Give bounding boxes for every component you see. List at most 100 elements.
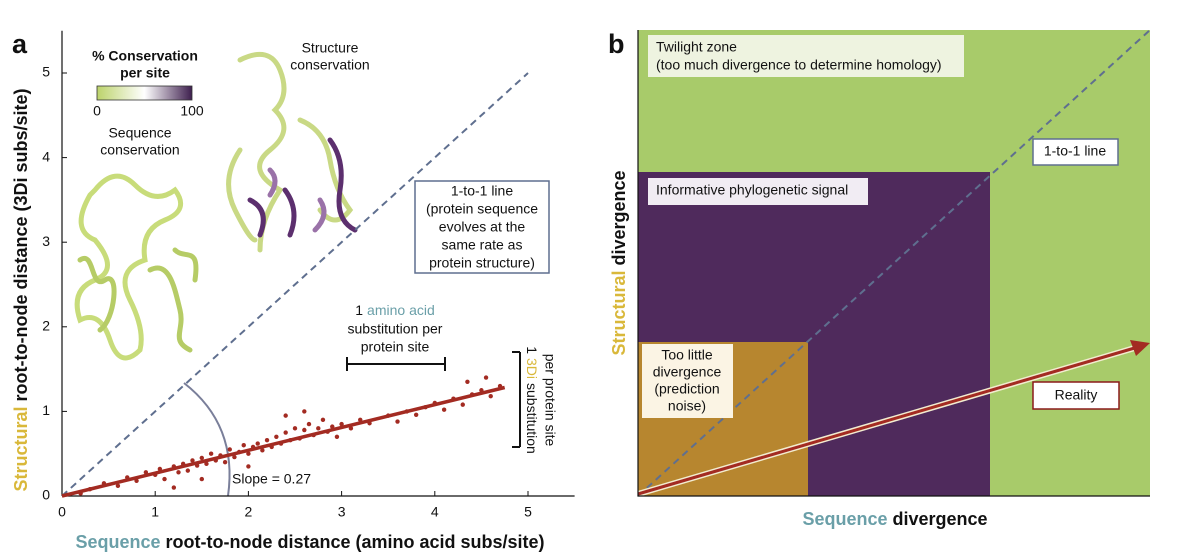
y-axis-label: Structural root-to-node distance (3Di sub… <box>11 88 31 491</box>
label-box <box>648 178 868 205</box>
scale-label: 1 3Di substitution <box>524 346 540 454</box>
scale-bar <box>346 357 446 371</box>
scale-label: 1 amino acid <box>355 302 435 318</box>
scatter-point <box>320 417 326 423</box>
diagram: Twilight zone (too much divergence to det… <box>637 29 1151 497</box>
reference-line <box>61 72 529 497</box>
scatter-point <box>246 451 251 456</box>
scatter-point <box>465 379 470 384</box>
annotation: protein structure) <box>429 255 535 271</box>
x-label-part: divergence <box>893 509 988 529</box>
scatter-point <box>302 427 307 433</box>
x-label-part: Sequence <box>802 509 887 529</box>
annotation: (protein sequence <box>426 201 538 217</box>
panel-label: b <box>608 29 625 59</box>
slope-label: Slope = 0.27 <box>232 471 311 487</box>
scatter-point <box>483 375 489 380</box>
region-label: Informative phylogenetic signal <box>656 182 848 198</box>
x-tick-label: 1 <box>151 504 159 520</box>
annotation: evolves at the <box>439 219 526 235</box>
scatter-point <box>241 443 246 448</box>
scatter-point <box>162 476 167 482</box>
scatter-point <box>292 426 298 431</box>
annotation: Sequence <box>108 125 171 141</box>
scatter-point <box>306 421 312 427</box>
scatter-point <box>255 441 260 446</box>
scatter-point <box>316 426 321 431</box>
region-label: (too much divergence to determine homolo… <box>656 57 942 73</box>
scale-label-part: 1 <box>524 346 540 354</box>
label-box <box>642 344 733 418</box>
y-tick-label: 3 <box>42 233 50 249</box>
annotation: conservation <box>100 142 179 158</box>
x-tick-label: 2 <box>245 504 253 520</box>
scatter-point <box>199 455 204 461</box>
annotation-box <box>414 180 550 274</box>
region-label: Too little <box>661 347 713 363</box>
arrow-head <box>1130 340 1150 356</box>
reality-arrow <box>637 345 1139 496</box>
colorbar-tick-label: 100 <box>180 103 204 119</box>
y-label-part: divergence <box>609 170 629 265</box>
scatter-point <box>115 483 121 489</box>
region-label: (prediction <box>654 381 719 397</box>
colorbar-title: per site <box>120 65 170 81</box>
x-tick-label: 0 <box>58 504 66 520</box>
scatter-point <box>283 430 288 435</box>
region-label: Twilight zone <box>656 39 737 55</box>
scatter-point <box>302 409 307 414</box>
scale-label: protein site <box>361 339 430 355</box>
x-axis-label: Sequence root-to-node distance (amino aci… <box>75 532 544 552</box>
y-tick-label: 0 <box>42 487 50 503</box>
scatter-point <box>334 434 340 439</box>
scale-label: per protein site <box>542 354 558 447</box>
x-label-part: root-to-node distance (amino acid subs/s… <box>166 532 545 552</box>
x-axis-label: Sequence divergence <box>802 509 987 529</box>
annotation: Structure <box>302 40 359 56</box>
colorbar <box>96 85 193 101</box>
x-tick-label: 5 <box>524 504 532 520</box>
reality-label: Reality <box>1055 387 1098 403</box>
diagram-axes <box>637 30 1150 497</box>
y-axis-label: Structural divergence <box>609 170 629 355</box>
label-box <box>648 35 964 77</box>
scatter-point <box>246 464 251 469</box>
scatter-point <box>283 413 288 418</box>
annotation: same rate as <box>442 237 523 253</box>
y-tick-label: 5 <box>42 64 50 80</box>
scale-label: substitution per <box>348 321 443 337</box>
scale-label-part: 1 <box>355 302 363 318</box>
colorbar-title: % Conservation <box>92 48 198 64</box>
scatter-point <box>264 437 270 443</box>
y-label-part: root-to-node distance (3Di subs/site) <box>11 88 31 401</box>
label-box <box>1032 381 1120 410</box>
scatter-point <box>171 485 177 490</box>
one-to-one-line <box>637 29 1151 497</box>
scatter-point <box>413 412 419 417</box>
scatter-point <box>395 419 400 424</box>
annotation-group: 1-to-1 line (protein sequence evolves at t… <box>426 183 538 271</box>
colorbar-tick-label: 0 <box>93 103 101 119</box>
annotation: conservation <box>290 57 369 73</box>
scatter-point <box>339 421 344 427</box>
y-label-part: Structural <box>609 271 629 356</box>
scatter-point <box>227 447 232 452</box>
label-box <box>1032 138 1119 166</box>
scatter-point <box>260 448 265 453</box>
y-tick-label: 2 <box>42 318 50 334</box>
scatter-point <box>232 454 237 460</box>
protein-illustration <box>74 51 358 361</box>
y-label-part: Structural <box>11 407 31 492</box>
x-tick-label: 4 <box>431 504 439 520</box>
y-tick-label: 4 <box>42 148 50 164</box>
scatter-point <box>185 468 191 473</box>
region-label: noise) <box>668 398 706 414</box>
region-label: divergence <box>653 364 722 380</box>
panel-label: a <box>12 29 28 59</box>
scatter-point <box>460 402 465 407</box>
fit-line <box>61 385 506 498</box>
scale-bar <box>512 351 521 448</box>
one-to-one-label: 1-to-1 line <box>1044 143 1106 159</box>
scatter-point <box>488 393 493 399</box>
